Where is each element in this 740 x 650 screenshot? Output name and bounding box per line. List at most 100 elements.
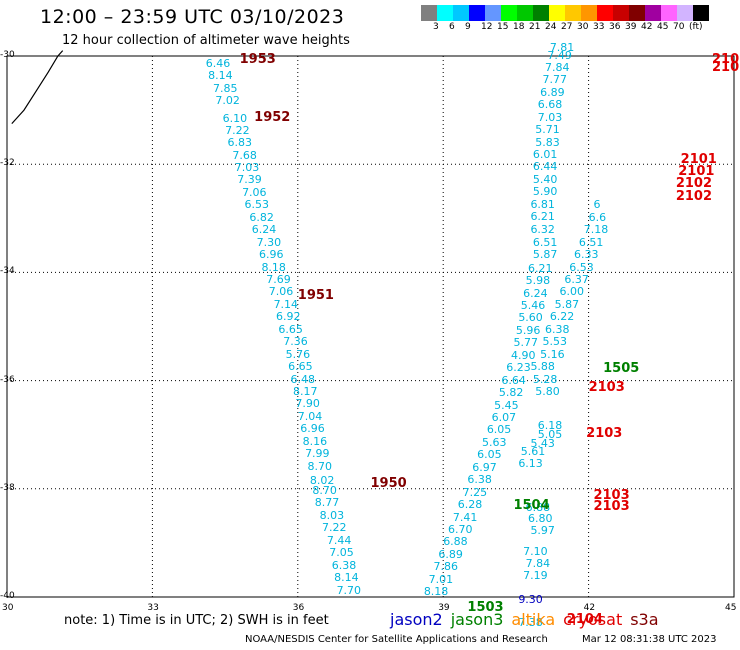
wave-height-value: 7.25 <box>462 485 488 499</box>
pass-number-label: 2101 <box>678 163 715 179</box>
wave-height-value: 5.97 <box>530 523 555 537</box>
wave-height-value: 5.88 <box>530 360 555 374</box>
wave-height-value: 6.10 <box>222 111 248 125</box>
credit-text: NOAA/NESDIS Center for Satellite Applica… <box>245 634 548 645</box>
wave-height-value: 6.70 <box>448 522 473 536</box>
wave-height-value: 6.65 <box>278 322 303 336</box>
wave-height-value: 5.60 <box>518 311 543 325</box>
wave-height-value: 7.90 <box>295 397 320 411</box>
colorbar-label: 30 <box>577 22 589 32</box>
wave-height-value: 7.22 <box>225 124 250 138</box>
legend-item-s3a: s3a <box>630 610 659 629</box>
wave-height-value: 8.77 <box>314 496 340 510</box>
wave-height-value: 6.96 <box>259 248 284 262</box>
wave-height-value: 6.22 <box>549 310 575 324</box>
wave-height-value: 8.18 <box>423 585 449 599</box>
wave-height-value: 5.53 <box>542 335 568 349</box>
wave-height-value: 5.16 <box>540 347 565 361</box>
wave-height-value: 6.6 <box>588 210 607 224</box>
colorbar-swatch <box>565 5 581 21</box>
wave-height-value: 6.32 <box>530 222 555 236</box>
colorbar <box>421 5 709 21</box>
generation-timestamp: Mar 12 08:31:38 UTC 2023 <box>582 634 717 645</box>
satellite-legend: jason2 jason3 altika cryosat s3a <box>390 610 667 629</box>
wave-height-value: 7.86 <box>433 560 459 574</box>
wave-height-value: 7.30 <box>256 235 282 249</box>
wave-height-value: 8.14 <box>208 69 233 83</box>
pass-number-label: 210 <box>712 52 740 68</box>
colorbar-label: 12 <box>481 22 493 32</box>
wave-height-value: 7.38 <box>518 616 543 630</box>
colorbar-label: 33 <box>593 22 605 32</box>
wave-height-value: 6.05 <box>486 423 512 437</box>
wave-height-value: 6.01 <box>532 148 558 162</box>
colorbar-swatch <box>469 5 485 21</box>
lon-tick-label: 36 <box>292 603 305 613</box>
wave-height-value: 5.76 <box>285 347 311 361</box>
wave-height-value: 7.41 <box>452 510 478 524</box>
wave-height-value: 5.45 <box>494 398 519 412</box>
units-note: note: 1) Time is in UTC; 2) SWH is in fe… <box>64 613 329 628</box>
wave-height-value: 7.69 <box>266 273 291 287</box>
pass-number-label: 2101 <box>680 152 717 168</box>
pass-number-label: 2103 <box>593 498 630 514</box>
colorbar-labels: 3 6 9 12 15 18 21 24 27 30 33 36 39 42 45 70 (ft) <box>421 22 740 34</box>
legend-item-jason2: jason2 <box>390 610 443 629</box>
wave-height-value: 8.18 <box>261 260 286 274</box>
pass-number-label: 2102 <box>675 176 713 192</box>
wave-height-value: 6.68 <box>537 98 563 112</box>
colorbar-swatch <box>629 5 645 21</box>
wave-height-value: 5.83 <box>535 135 560 149</box>
wave-height-value: 6.92 <box>275 310 301 324</box>
pass-number-label: 1953 <box>239 52 276 68</box>
colorbar-label: 18 <box>513 22 525 32</box>
lat-tick-label: -32 <box>0 158 15 169</box>
wave-height-value: 5.90 <box>532 185 558 199</box>
pass-number-label: 1503 <box>467 600 504 616</box>
wave-height-value: 5.63 <box>481 435 507 449</box>
wave-height-value: 5.87 <box>554 297 580 311</box>
wave-height-value: 6.38 <box>544 322 570 336</box>
lon-tick-label: 33 <box>147 603 159 613</box>
colorbar-label: 24 <box>545 22 557 32</box>
wave-height-value: 6.64 <box>501 373 526 387</box>
colorbar-swatch <box>533 5 549 21</box>
wave-height-value: 6.21 <box>530 210 555 224</box>
colorbar-swatch <box>693 5 709 21</box>
wave-height-value: 7.05 <box>329 546 354 560</box>
pass-number-label: 1505 <box>603 360 640 376</box>
wave-height-value: 7.68 <box>232 148 257 162</box>
lat-tick-label: -30 <box>0 50 15 60</box>
wave-height-value: 7.36 <box>283 335 308 349</box>
wave-height-value: 7.02 <box>215 93 240 107</box>
wave-height-value: 8.70 <box>307 459 332 473</box>
wave-height-value: 6.46 <box>205 56 231 70</box>
wave-height-value: 7.19 <box>523 569 548 583</box>
colorbar-swatch <box>645 5 661 21</box>
wave-height-value: 5.96 <box>515 323 541 337</box>
colorbar-swatch <box>501 5 517 21</box>
lat-tick-label: -38 <box>0 482 15 493</box>
colorbar-swatch <box>421 5 437 21</box>
wave-height-value: 6.51 <box>578 235 604 249</box>
wave-height-value: 7.14 <box>273 297 299 311</box>
colorbar-swatch <box>485 5 501 21</box>
colorbar-swatch <box>677 5 693 21</box>
wave-height-value: 5.71 <box>535 123 560 137</box>
wave-height-value: 6.81 <box>530 197 555 211</box>
colorbar-swatch <box>597 5 613 21</box>
lat-tick-label: -40 <box>0 591 15 601</box>
colorbar-label: 3 <box>433 22 439 32</box>
pass-number-label: 1504 <box>513 497 550 513</box>
page-subtitle: 12 hour collection of altimeter wave hei… <box>62 33 350 48</box>
wave-height-value: 6.23 <box>506 361 531 375</box>
wave-height-value: 6.18 <box>537 419 563 433</box>
wave-height-value: 5.87 <box>532 248 558 262</box>
colorbar-swatch <box>661 5 677 21</box>
colorbar-label: 36 <box>609 22 621 32</box>
lat-tick-label: -36 <box>0 374 15 385</box>
wave-height-value: 5.28 <box>532 372 558 386</box>
wave-height-value: 6.82 <box>249 210 274 224</box>
